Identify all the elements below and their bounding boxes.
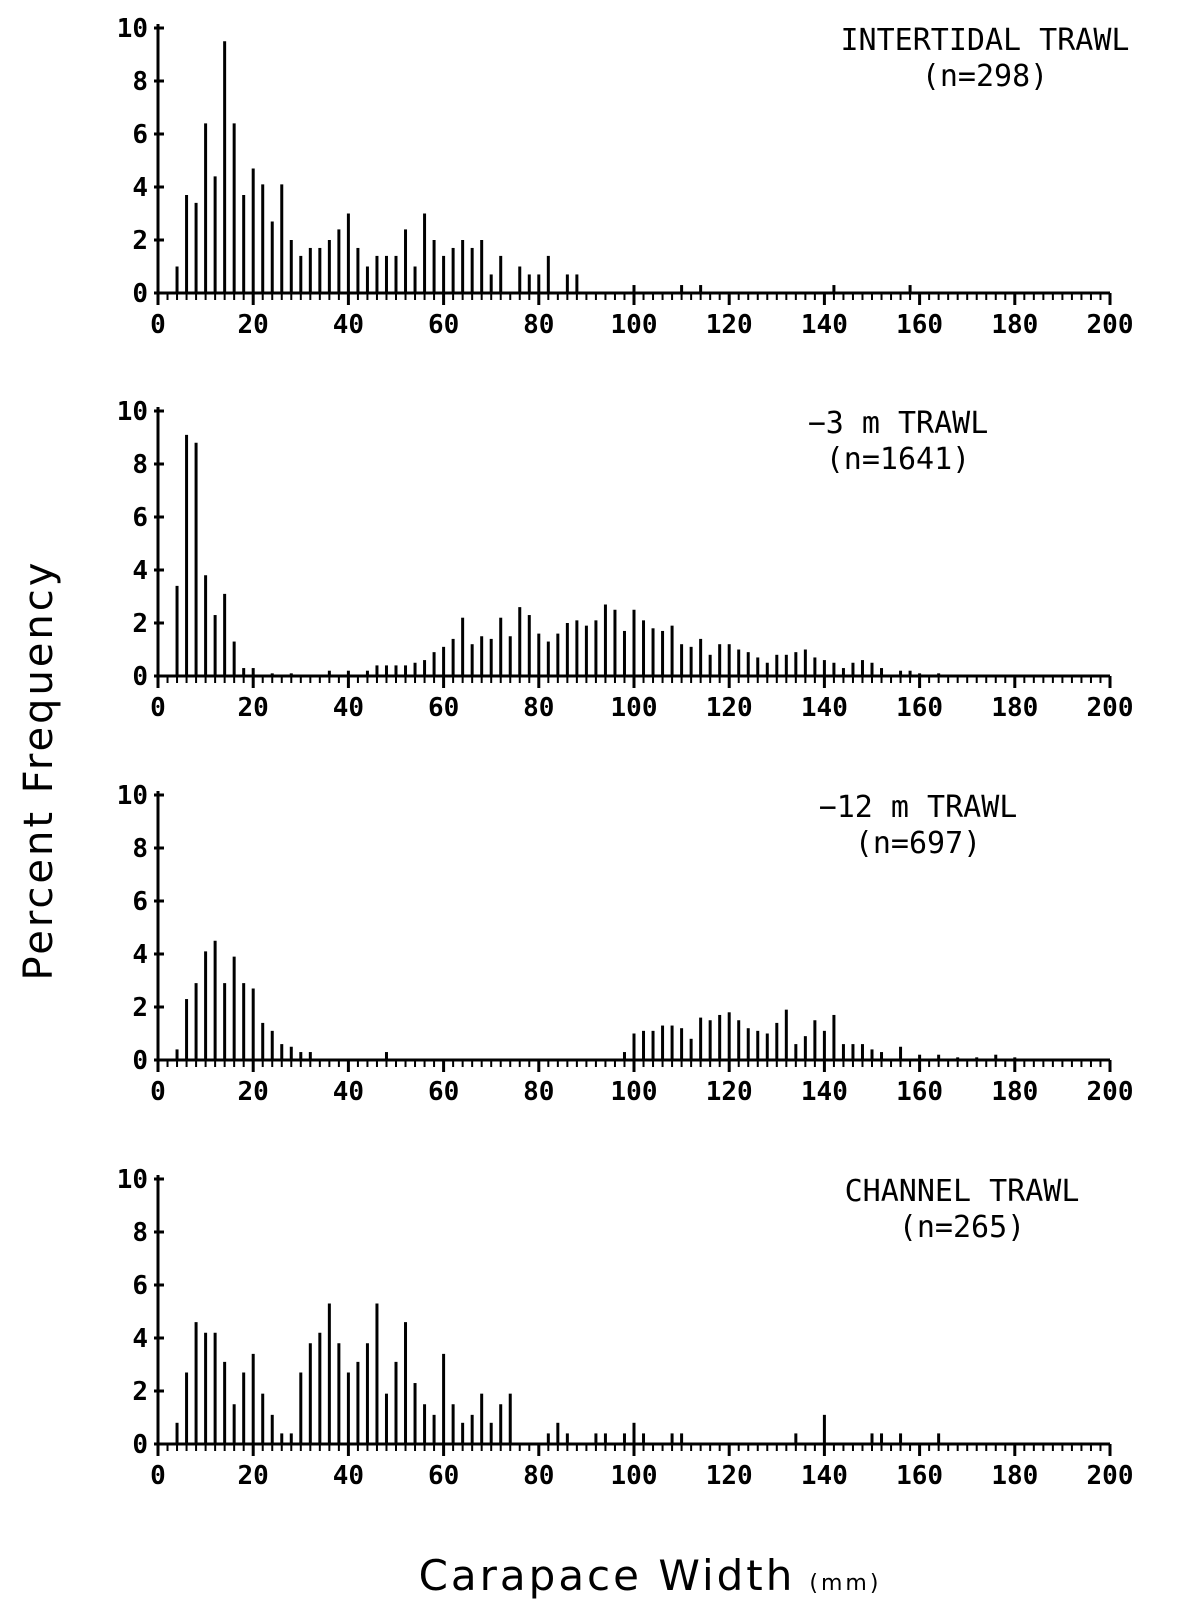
- y-tick-label: 4: [132, 556, 148, 586]
- x-tick-label: 60: [428, 310, 459, 340]
- y-tick-label: 10: [117, 397, 148, 427]
- panel-sample-size: (n=265): [899, 1210, 1025, 1245]
- x-tick-label: 140: [801, 310, 848, 340]
- y-tick-label: 2: [132, 993, 148, 1023]
- x-tick-label: 20: [238, 310, 269, 340]
- x-tick-label: 80: [523, 1077, 554, 1107]
- x-tick-label: 180: [991, 310, 1038, 340]
- x-tick-label: 60: [428, 1077, 459, 1107]
- panel-title: CHANNEL TRAWL: [845, 1174, 1080, 1209]
- chart-panel: 0 20 40 60 80 100 120 140 160 180 200 0 2 4 6 8 10 −3 m T…: [117, 397, 1134, 723]
- y-tick-label: 2: [132, 609, 148, 639]
- panel-sample-size: (n=298): [922, 59, 1048, 94]
- chart-panel: 0 20 40 60 80 100 120 140 160 180 200 0 2 4 6 8 10 INTERT…: [117, 14, 1134, 340]
- x-tick-label: 40: [333, 310, 364, 340]
- x-tick-label: 120: [706, 693, 753, 723]
- y-axis-label: Percent Frequency: [16, 560, 62, 981]
- x-tick-label: 100: [611, 1461, 658, 1491]
- x-tick-label: 100: [611, 693, 658, 723]
- chart-panel: 0 20 40 60 80 100 120 140 160 180 200 0 2 4 6 8 10 −12 m …: [117, 781, 1134, 1107]
- y-tick-label: 6: [132, 1271, 148, 1301]
- x-tick-label: 20: [238, 1077, 269, 1107]
- panel-sample-size: (n=1641): [826, 442, 971, 477]
- x-tick-label: 40: [333, 1077, 364, 1107]
- x-tick-label: 180: [991, 1461, 1038, 1491]
- x-tick-label: 0: [150, 1077, 166, 1107]
- x-tick-label: 140: [801, 1077, 848, 1107]
- x-tick-label: 0: [150, 310, 166, 340]
- x-tick-label: 20: [238, 693, 269, 723]
- x-tick-label: 80: [523, 310, 554, 340]
- x-tick-label: 140: [801, 693, 848, 723]
- x-axis-label-unit: (mm): [809, 1571, 881, 1596]
- x-tick-label: 120: [706, 1077, 753, 1107]
- y-tick-label: 6: [132, 120, 148, 150]
- x-tick-label: 120: [706, 1461, 753, 1491]
- y-tick-label: 6: [132, 503, 148, 533]
- y-tick-label: 0: [132, 1046, 148, 1076]
- x-tick-label: 200: [1087, 693, 1134, 723]
- y-tick-label: 4: [132, 1324, 148, 1354]
- y-tick-label: 8: [132, 67, 148, 97]
- x-tick-label: 160: [896, 693, 943, 723]
- x-tick-label: 60: [428, 693, 459, 723]
- x-tick-label: 200: [1087, 1461, 1134, 1491]
- panel-sample-size: (n=697): [855, 826, 981, 861]
- y-tick-label: 10: [117, 14, 148, 44]
- y-tick-label: 10: [117, 781, 148, 811]
- x-tick-label: 160: [896, 1077, 943, 1107]
- x-tick-label: 40: [333, 1461, 364, 1491]
- y-tick-label: 0: [132, 662, 148, 692]
- x-tick-label: 200: [1087, 310, 1134, 340]
- x-axis-label: Carapace Width (mm): [419, 1551, 882, 1600]
- x-tick-label: 20: [238, 1461, 269, 1491]
- y-tick-label: 6: [132, 887, 148, 917]
- y-tick-label: 8: [132, 1218, 148, 1248]
- panel-title: INTERTIDAL TRAWL: [841, 23, 1130, 58]
- x-tick-label: 100: [611, 1077, 658, 1107]
- y-tick-label: 2: [132, 226, 148, 256]
- y-tick-label: 0: [132, 1430, 148, 1460]
- panel-title: −3 m TRAWL: [808, 406, 989, 441]
- y-tick-label: 4: [132, 173, 148, 203]
- y-tick-label: 2: [132, 1377, 148, 1407]
- x-tick-label: 100: [611, 310, 658, 340]
- x-tick-label: 180: [991, 693, 1038, 723]
- x-tick-label: 0: [150, 693, 166, 723]
- x-axis-label-text: Carapace Width: [419, 1551, 796, 1600]
- x-tick-label: 40: [333, 693, 364, 723]
- x-tick-label: 0: [150, 1461, 166, 1491]
- panel-title: −12 m TRAWL: [819, 790, 1018, 825]
- x-tick-label: 60: [428, 1461, 459, 1491]
- x-tick-label: 80: [523, 1461, 554, 1491]
- chart-panel: 0 20 40 60 80 100 120 140 160 180 200 0 2 4 6 8 10 CHANNE…: [117, 1165, 1134, 1491]
- y-tick-label: 8: [132, 450, 148, 480]
- x-tick-label: 160: [896, 310, 943, 340]
- x-tick-label: 180: [991, 1077, 1038, 1107]
- x-tick-label: 160: [896, 1461, 943, 1491]
- x-tick-label: 200: [1087, 1077, 1134, 1107]
- x-tick-label: 140: [801, 1461, 848, 1491]
- y-tick-label: 4: [132, 940, 148, 970]
- y-tick-label: 0: [132, 279, 148, 309]
- x-tick-label: 120: [706, 310, 753, 340]
- y-tick-label: 10: [117, 1165, 148, 1195]
- x-tick-label: 80: [523, 693, 554, 723]
- y-tick-label: 8: [132, 834, 148, 864]
